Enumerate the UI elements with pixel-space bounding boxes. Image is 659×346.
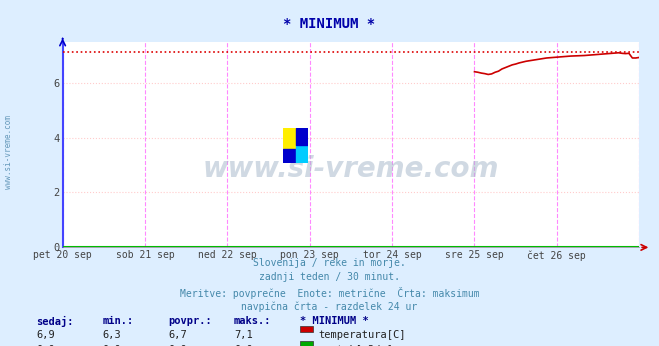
Text: 0,0: 0,0: [168, 345, 186, 346]
Text: 0,0: 0,0: [36, 345, 55, 346]
Text: * MINIMUM *: * MINIMUM *: [300, 316, 368, 326]
Text: 6,7: 6,7: [168, 330, 186, 340]
Text: maks.:: maks.:: [234, 316, 272, 326]
Text: 6,9: 6,9: [36, 330, 55, 340]
Text: navpična črta - razdelek 24 ur: navpična črta - razdelek 24 ur: [241, 301, 418, 312]
Text: www.si-vreme.com: www.si-vreme.com: [203, 155, 499, 183]
Text: temperatura[C]: temperatura[C]: [318, 330, 406, 340]
Text: povpr.:: povpr.:: [168, 316, 212, 326]
Text: * MINIMUM *: * MINIMUM *: [283, 17, 376, 31]
Text: zadnji teden / 30 minut.: zadnji teden / 30 minut.: [259, 272, 400, 282]
Text: Meritve: povprečne  Enote: metrične  Črta: maksimum: Meritve: povprečne Enote: metrične Črta:…: [180, 287, 479, 299]
Bar: [296, 145, 308, 163]
Text: Slovenija / reke in morje.: Slovenija / reke in morje.: [253, 258, 406, 268]
Text: 0,0: 0,0: [234, 345, 252, 346]
Text: 6,3: 6,3: [102, 330, 121, 340]
Text: 0,0: 0,0: [102, 345, 121, 346]
Bar: [283, 128, 296, 149]
Bar: [296, 128, 308, 145]
Text: pretok[m3/s]: pretok[m3/s]: [318, 345, 393, 346]
Text: 7,1: 7,1: [234, 330, 252, 340]
Bar: [283, 149, 296, 163]
Text: www.si-vreme.com: www.si-vreme.com: [4, 115, 13, 189]
Text: sedaj:: sedaj:: [36, 316, 74, 327]
Text: min.:: min.:: [102, 316, 133, 326]
